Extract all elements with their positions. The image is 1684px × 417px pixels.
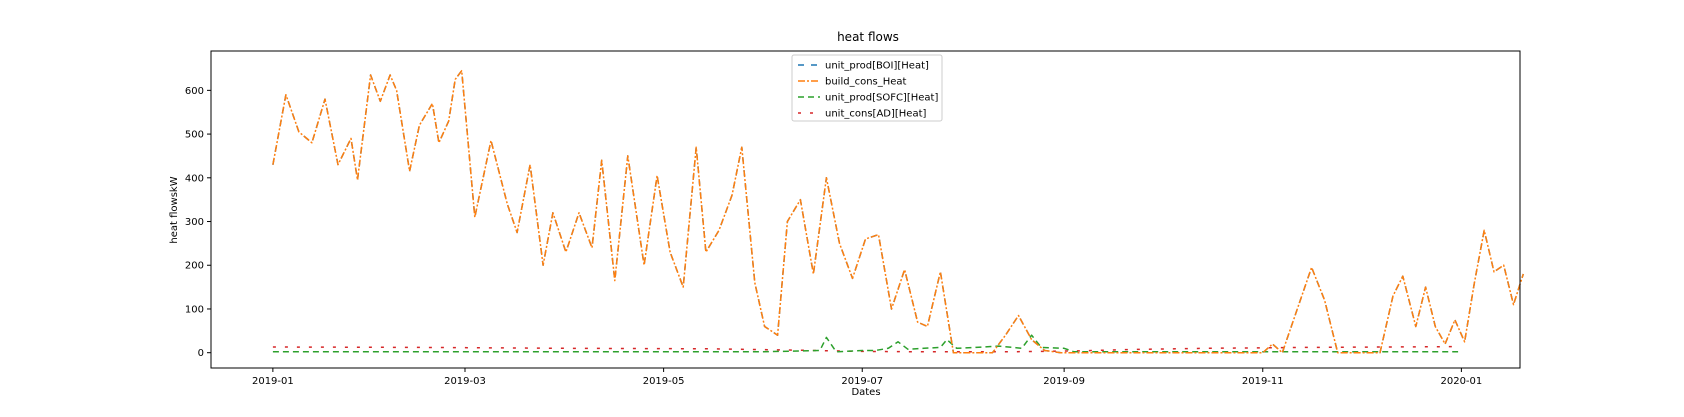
y-tick-label: 600: [185, 86, 204, 97]
y-tick-label: 300: [185, 217, 204, 228]
legend-label: unit_prod[SOFC][Heat]: [825, 93, 938, 104]
y-tick-label: 200: [185, 261, 204, 272]
chart-title: heat flows: [837, 30, 899, 44]
legend-label: build_cons_Heat: [825, 77, 907, 88]
y-tick-label: 400: [185, 173, 204, 184]
x-tick-label: 2019-01: [252, 376, 294, 387]
y-tick-label: 500: [185, 130, 204, 141]
legend-label: unit_cons[AD][Heat]: [825, 109, 927, 120]
legend: unit_prod[BOI][Heat] build_cons_Heat unit_…: [791, 54, 943, 122]
legend-label: unit_prod[BOI][Heat]: [825, 61, 929, 72]
series-line-2: [272, 334, 1459, 353]
y-tick-label: 100: [185, 304, 204, 315]
x-tick-label: 2020-01: [1440, 376, 1482, 387]
plot-area: [272, 69, 1525, 354]
x-tick-label: 2019-11: [1242, 376, 1284, 387]
x-tick-label: 2019-09: [1043, 376, 1085, 387]
y-tick-label: 0: [198, 348, 204, 359]
x-tick-label: 2019-07: [841, 376, 883, 387]
x-tick-label: 2019-05: [643, 376, 685, 387]
y-axis: 0 100 200 300 400 500 600: [185, 86, 211, 359]
x-axis: 2019-01 2019-03 2019-05 2019-07 2019-09 2019-…: [252, 368, 1482, 387]
x-axis-title: Dates: [851, 387, 880, 398]
plot-frame: [210, 50, 1521, 369]
x-tick-label: 2019-03: [444, 376, 486, 387]
y-axis-title: heat flowskW: [169, 176, 180, 243]
legend-box: [791, 54, 943, 122]
